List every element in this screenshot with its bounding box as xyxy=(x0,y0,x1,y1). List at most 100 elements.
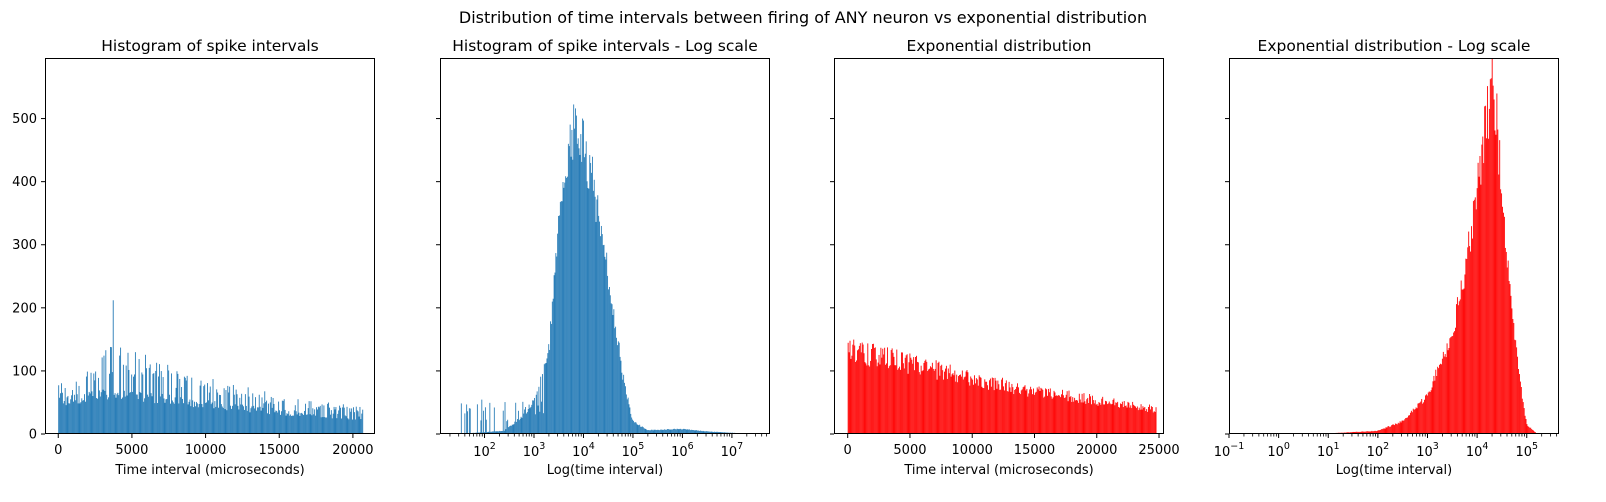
bar xyxy=(469,408,471,434)
bar xyxy=(256,407,258,434)
bar xyxy=(296,414,298,434)
bar xyxy=(121,398,122,434)
bar xyxy=(960,374,961,434)
bar xyxy=(587,187,589,434)
bar xyxy=(210,404,212,434)
bar xyxy=(1092,400,1094,434)
bar xyxy=(583,157,585,434)
bar xyxy=(1506,267,1508,434)
bar xyxy=(987,385,989,434)
bar xyxy=(1134,405,1135,434)
bar xyxy=(1531,429,1533,434)
bar xyxy=(1000,389,1002,434)
bar xyxy=(1453,332,1455,434)
x-tick-label: 15000 xyxy=(1014,443,1055,458)
bar xyxy=(487,431,489,434)
bar xyxy=(238,409,240,434)
bar xyxy=(925,359,927,434)
bar xyxy=(256,410,257,434)
bar xyxy=(705,431,707,434)
bar xyxy=(871,349,872,434)
bar xyxy=(1386,427,1388,434)
bar xyxy=(161,393,163,434)
bar xyxy=(1360,431,1362,434)
bar xyxy=(1407,417,1409,434)
bar xyxy=(1497,129,1499,434)
bar xyxy=(643,428,645,434)
bar xyxy=(208,392,210,434)
bar xyxy=(1375,430,1377,434)
bar xyxy=(274,412,276,434)
bar xyxy=(667,429,669,434)
bar xyxy=(1069,397,1071,434)
bar xyxy=(625,394,627,434)
bar xyxy=(698,430,700,434)
bar xyxy=(501,430,503,434)
bar xyxy=(1473,199,1475,434)
bar xyxy=(1470,251,1472,434)
bar xyxy=(901,352,902,434)
bar xyxy=(1492,85,1494,434)
bar xyxy=(877,362,879,434)
bar xyxy=(241,393,243,434)
bar xyxy=(523,413,525,434)
bar xyxy=(1455,327,1456,434)
bar xyxy=(1104,404,1106,434)
bar xyxy=(127,352,129,434)
bar xyxy=(590,162,592,434)
bar xyxy=(476,404,478,434)
bar xyxy=(1153,411,1155,434)
bar xyxy=(493,431,494,434)
bar xyxy=(306,414,308,434)
bar xyxy=(230,405,232,434)
bar xyxy=(1012,387,1014,434)
bar xyxy=(343,407,345,434)
bar xyxy=(1054,392,1056,434)
bar xyxy=(954,370,956,434)
bar xyxy=(1032,394,1033,434)
bar xyxy=(248,396,250,434)
bar xyxy=(675,429,677,434)
subplot-3: 0 5000 10000 15000 20000 25000 Exponential dis… xyxy=(830,37,1180,478)
bar xyxy=(716,431,718,434)
bar xyxy=(1471,226,1472,434)
bar xyxy=(512,424,514,434)
bar xyxy=(927,370,929,434)
bar xyxy=(965,371,967,434)
bar xyxy=(94,380,96,434)
bar xyxy=(644,428,646,434)
bar xyxy=(164,402,166,434)
bar xyxy=(269,402,271,434)
bar xyxy=(1117,401,1119,434)
bar xyxy=(1133,404,1135,434)
bar xyxy=(339,405,341,434)
bar xyxy=(630,413,632,434)
bar xyxy=(939,375,941,434)
bar xyxy=(1450,337,1452,434)
bar xyxy=(1112,399,1114,434)
bar xyxy=(614,328,616,434)
bar xyxy=(870,360,872,434)
bar xyxy=(320,417,322,434)
bar xyxy=(159,396,161,434)
bar-series xyxy=(58,300,364,434)
bar xyxy=(989,378,991,434)
bar xyxy=(87,395,89,434)
bar xyxy=(310,401,312,434)
bar xyxy=(240,404,242,434)
bar xyxy=(567,176,568,434)
bar xyxy=(682,429,683,434)
bar xyxy=(1355,431,1357,434)
bar xyxy=(1152,412,1154,434)
bar xyxy=(1410,410,1412,434)
bar xyxy=(640,426,642,434)
bar xyxy=(353,412,355,434)
bar xyxy=(1472,238,1473,434)
bar xyxy=(1397,422,1399,434)
bar xyxy=(986,381,988,434)
bar xyxy=(857,350,858,434)
bar xyxy=(1125,405,1127,434)
bar xyxy=(650,430,651,434)
bar xyxy=(143,401,145,434)
